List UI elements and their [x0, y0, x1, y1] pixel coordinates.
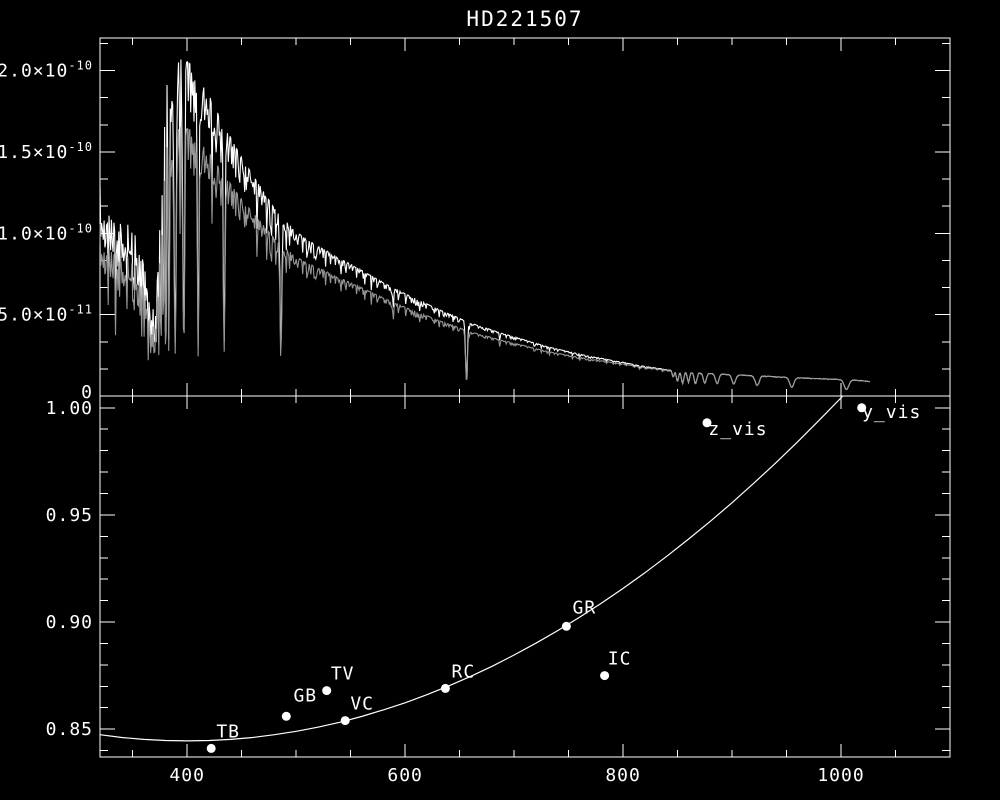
data-point-GB [281, 711, 291, 721]
spectrum-gray [99, 126, 871, 391]
data-point-VC [340, 716, 350, 726]
fit-curve-group [99, 395, 844, 742]
ratio-y-tick-label: 1.00 [46, 398, 93, 419]
chart-title: HD221507 [466, 7, 583, 31]
ratio-y-tick-label: 0.90 [46, 612, 93, 633]
x-tick-label: 800 [605, 765, 641, 786]
spectrum-y-tick-label: 0 [81, 382, 93, 403]
data-point-TB [206, 743, 216, 753]
data-point-IC [600, 671, 610, 681]
data-point-label-GR: GR [573, 597, 597, 618]
data-point-label-IC: IC [608, 649, 632, 670]
data-point-label-VC: VC [350, 694, 374, 715]
filter-points: TB GB TV VC RC GR IC z_vis y_vis [206, 402, 921, 753]
data-point-y_vis [857, 403, 867, 413]
data-point-TV [322, 686, 332, 696]
data-point-label-z_vis: z_vis [708, 419, 767, 440]
tick-labels: 05.0×10-111.0×10-101.5×10-102.0×10-100.8… [0, 59, 864, 786]
data-point-z_vis [702, 418, 712, 428]
data-point-label-y_vis: y_vis [862, 402, 921, 423]
ratio-y-tick-label: 0.85 [46, 719, 93, 740]
axes [99, 37, 951, 758]
data-point-label-GB: GB [293, 685, 317, 706]
data-point-GR [561, 621, 571, 631]
x-tick-label: 1000 [817, 765, 864, 786]
data-point-RC [440, 683, 450, 693]
data-point-label-TV: TV [331, 664, 355, 685]
spectrum-trace-gray [99, 126, 871, 391]
x-tick-label: 600 [387, 765, 423, 786]
data-point-label-TB: TB [216, 721, 240, 742]
fit-curve [99, 395, 844, 742]
x-tick-label: 400 [169, 765, 205, 786]
ratio-y-tick-label: 0.95 [46, 505, 93, 526]
data-point-label-RC: RC [452, 661, 476, 682]
